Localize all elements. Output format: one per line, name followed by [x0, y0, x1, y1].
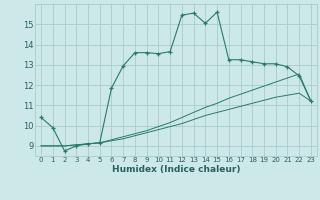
- X-axis label: Humidex (Indice chaleur): Humidex (Indice chaleur): [112, 165, 240, 174]
